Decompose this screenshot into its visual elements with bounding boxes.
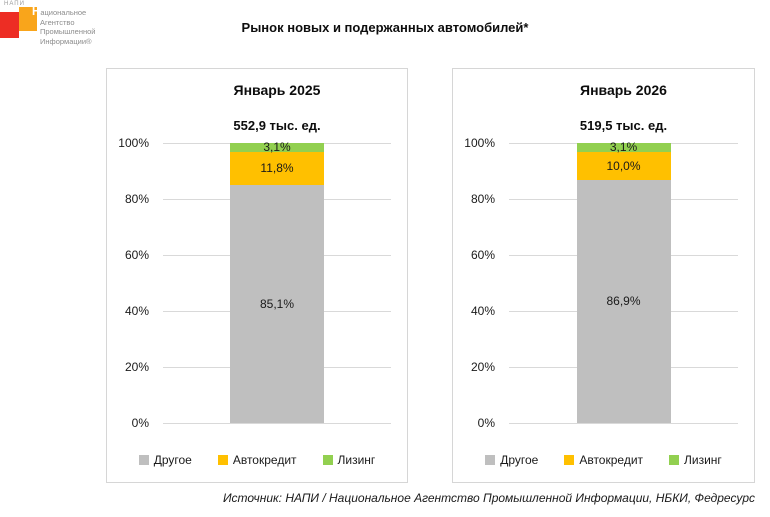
y-axis-tick-label: 100% (118, 136, 149, 150)
y-axis-tick-label: 20% (124, 360, 149, 374)
legend-item-drugoe: Другое (485, 453, 538, 467)
bar-segment-avtokredit: 11,8% (230, 151, 324, 185)
legend-swatch-drugoe (485, 455, 496, 465)
y-axis-tick-label: 100% (464, 136, 495, 150)
bar-segment-value-label: 3,1% (609, 140, 638, 155)
y-axis-tick-label: 60% (124, 248, 149, 262)
bar-segment-drugoe: 85,1% (230, 184, 324, 423)
bar-segment-value-label: 86,9% (606, 294, 641, 309)
chart-title: Январь 2026 (580, 82, 667, 98)
legend-item-lizing: Лизинг (322, 453, 376, 467)
logo-line-2: Агентство (40, 17, 75, 27)
legend-label: Автокредит (579, 453, 644, 467)
legend-item-drugoe: Другое (138, 453, 192, 467)
chart-title: Январь 2025 (233, 82, 321, 98)
legend-label: Другое (500, 453, 539, 467)
chart-total-label: 552,9 тыс. ед. (233, 118, 321, 133)
chart-legend: Другое Автокредит Лизинг (453, 453, 754, 467)
y-axis-tick-label: 80% (470, 192, 495, 206)
plot-area: 85,1% 11,8% 3,1% (163, 140, 391, 424)
y-axis-tick-label: 40% (470, 304, 495, 318)
chart-panel-january-2026: Январь 2026 519,5 тыс. ед. 0% 20% 40% 60% 80… (452, 68, 755, 483)
logo-abbr-text: НАПИ (4, 1, 25, 7)
bar-segment-value-label: 3,1% (263, 140, 291, 155)
y-axis-tick-label: 0% (477, 416, 495, 430)
logo-orange-square (19, 7, 37, 31)
legend-swatch-lizing (669, 455, 680, 465)
legend-swatch-avtokredit (217, 455, 228, 465)
legend-label: Лизинг (337, 453, 376, 467)
gridline (509, 142, 738, 144)
gridline (509, 422, 738, 424)
gridline (163, 422, 391, 424)
legend-label: Автокредит (232, 453, 297, 467)
logo-red-square (0, 12, 19, 38)
chart-total-label: 519,5 тыс. ед. (579, 118, 668, 133)
legend-swatch-avtokredit (564, 455, 575, 465)
y-axis-tick-label: 60% (470, 248, 495, 262)
bar-segment-drugoe: 86,9% (576, 179, 671, 423)
logo-line-3: Промышленной (40, 27, 96, 37)
y-axis: 0% 20% 40% 60% 80% 100% (107, 136, 155, 430)
bar-segment-avtokredit: 10,0% (576, 151, 671, 180)
chart-panel-january-2025: Январь 2025 552,9 тыс. ед. 0% 20% 40% 60% 80… (106, 68, 408, 483)
legend-label: Лизинг (684, 453, 722, 467)
bar-segment-value-label: 85,1% (259, 296, 295, 311)
y-axis-tick-label: 0% (131, 416, 149, 430)
legend-item-lizing: Лизинг (669, 453, 722, 467)
y-axis-tick-label: 40% (124, 304, 149, 318)
bar-segment-lizing: 3,1% (230, 140, 324, 155)
bar-segment-lizing: 3,1% (576, 140, 671, 155)
bar-segment-value-label: 11,8% (260, 161, 294, 176)
gridline (163, 142, 391, 144)
y-axis: 0% 20% 40% 60% 80% 100% (453, 136, 501, 430)
legend-item-avtokredit: Автокредит (217, 453, 297, 467)
y-axis-tick-label: 20% (470, 360, 495, 374)
logo-line-4: Информации® (40, 36, 92, 46)
bar-segment-value-label: 10,0% (606, 158, 641, 173)
chart-legend: Другое Автокредит Лизинг (107, 453, 407, 467)
legend-swatch-drugoe (138, 455, 149, 465)
page-title: Рынок новых и подержанных автомобилей* (241, 20, 529, 35)
legend-label: Другое (153, 453, 192, 467)
stacked-bar: 85,1% 11,8% 3,1% (230, 140, 324, 423)
napi-logo: НАПИ Национальное Агентство Промышленной… (0, 0, 130, 56)
y-axis-tick-label: 80% (124, 192, 149, 206)
plot-area: 86,9% 10,0% 3,1% (509, 140, 738, 424)
logo-wordmark: Национальное Агентство Промышленной Инфо… (32, 6, 96, 46)
legend-swatch-lizing (322, 455, 333, 465)
logo-line-1: Национальное (32, 6, 87, 18)
legend-item-avtokredit: Автокредит (564, 453, 643, 467)
stacked-bar: 86,9% 10,0% 3,1% (576, 140, 671, 423)
source-note: Источник: НАПИ / Национальное Агентство … (222, 491, 755, 505)
